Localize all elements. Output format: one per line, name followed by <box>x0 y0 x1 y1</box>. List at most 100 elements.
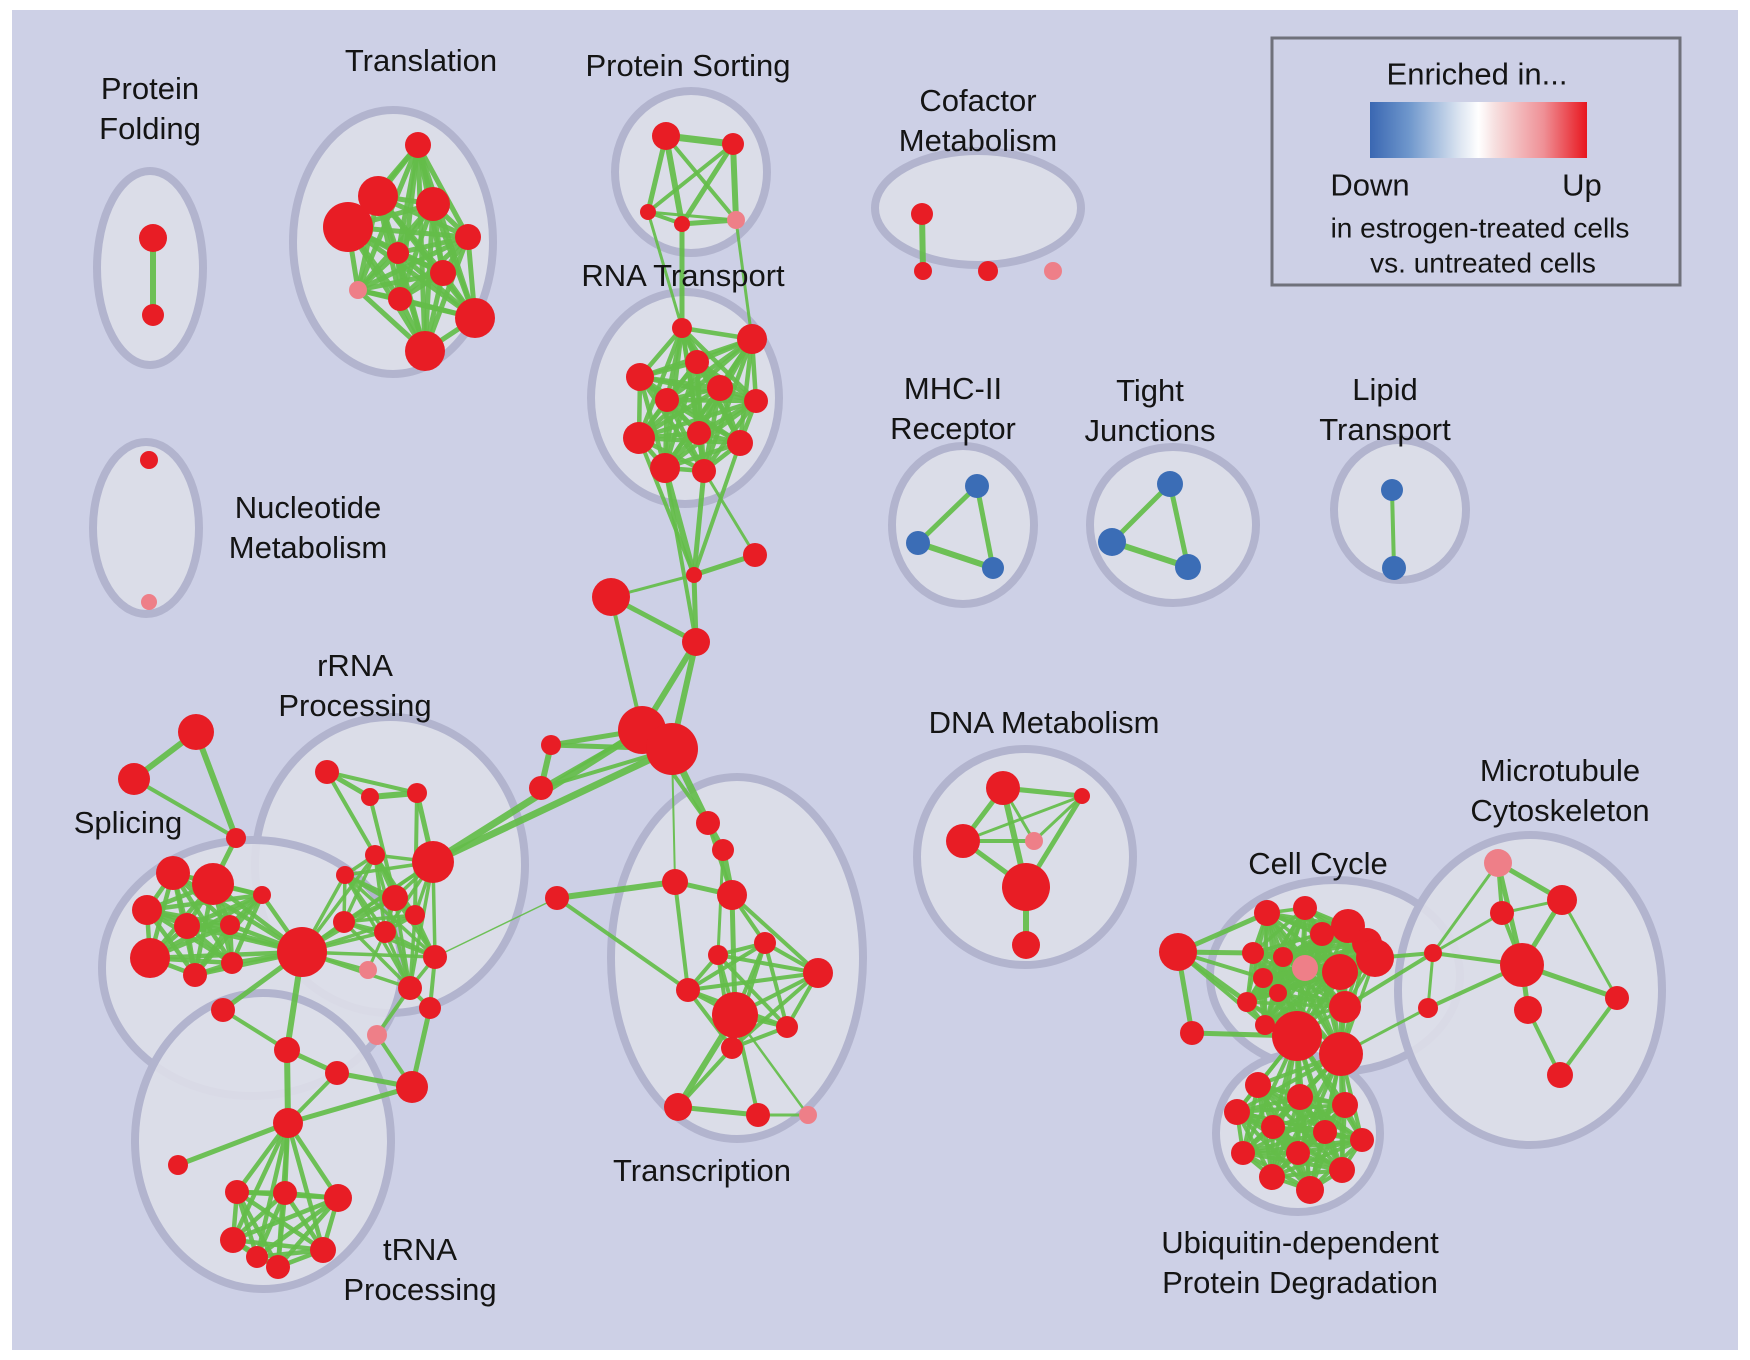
gene-set-node-n1[interactable] <box>140 451 158 469</box>
gene-set-node-q13[interactable] <box>419 997 441 1019</box>
gene-set-node-u3[interactable] <box>324 1184 352 1212</box>
gene-set-node-b5[interactable] <box>1261 1115 1285 1139</box>
gene-set-node-k4[interactable] <box>1310 922 1334 946</box>
gene-set-node-p8[interactable] <box>183 963 207 987</box>
gene-set-node-b7[interactable] <box>1350 1128 1374 1152</box>
gene-set-node-tm4[interactable] <box>676 978 700 1002</box>
gene-set-node-f3[interactable] <box>978 261 998 281</box>
gene-set-node-f2[interactable] <box>914 262 932 280</box>
gene-set-node-b11[interactable] <box>1329 1157 1355 1183</box>
gene-set-node-mt6[interactable] <box>1547 1062 1573 1088</box>
gene-set-node-k7[interactable] <box>1273 947 1293 967</box>
gene-set-node-p6[interactable] <box>253 886 271 904</box>
gene-set-node-t3[interactable] <box>323 202 373 252</box>
gene-set-node-q12[interactable] <box>398 976 422 1000</box>
gene-set-node-u4[interactable] <box>220 1227 246 1253</box>
gene-set-node-k8[interactable] <box>1292 955 1318 981</box>
gene-set-node-tb3[interactable] <box>799 1106 817 1124</box>
gene-set-node-L2[interactable] <box>529 776 553 800</box>
gene-set-node-b1[interactable] <box>1245 1072 1271 1098</box>
gene-set-node-tri2[interactable] <box>118 763 150 795</box>
gene-set-node-b9[interactable] <box>1286 1141 1310 1165</box>
gene-set-node-mtp[interactable] <box>1484 849 1512 877</box>
gene-set-node-n2[interactable] <box>141 594 157 610</box>
gene-set-node-r10[interactable] <box>727 430 753 456</box>
gene-set-node-tx2[interactable] <box>712 839 734 861</box>
gene-set-node-qpk[interactable] <box>359 961 377 979</box>
gene-set-node-s2[interactable] <box>722 133 744 155</box>
gene-set-node-q7[interactable] <box>333 911 355 933</box>
gene-set-node-j2[interactable] <box>743 543 767 567</box>
gene-set-node-r1[interactable] <box>672 318 692 338</box>
gene-set-node-hub2[interactable] <box>646 723 698 775</box>
gene-set-node-j1[interactable] <box>686 567 702 583</box>
gene-set-node-j4[interactable] <box>682 628 710 656</box>
gene-set-node-k6[interactable] <box>1242 942 1264 964</box>
gene-set-node-b10[interactable] <box>1259 1164 1285 1190</box>
gene-set-node-p10[interactable] <box>211 998 235 1022</box>
gene-set-node-tb2[interactable] <box>746 1103 770 1127</box>
gene-set-node-t7[interactable] <box>430 260 456 286</box>
gene-set-node-r6[interactable] <box>655 388 679 412</box>
gene-set-node-l1[interactable] <box>1381 479 1403 501</box>
gene-set-node-q1[interactable] <box>315 760 339 784</box>
gene-set-node-t6[interactable] <box>387 242 409 264</box>
gene-set-node-tm2[interactable] <box>754 932 776 954</box>
gene-set-node-r7[interactable] <box>744 389 768 413</box>
gene-set-node-p3[interactable] <box>132 895 162 925</box>
gene-set-node-b2[interactable] <box>1287 1084 1313 1110</box>
gene-set-node-u2[interactable] <box>273 1181 297 1205</box>
gene-set-node-c4[interactable] <box>273 1108 303 1138</box>
gene-set-node-t9[interactable] <box>388 287 412 311</box>
gene-set-node-q4[interactable] <box>365 845 385 865</box>
gene-set-node-p5[interactable] <box>220 915 240 935</box>
gene-set-node-d4[interactable] <box>1025 832 1043 850</box>
gene-set-node-ccL2[interactable] <box>1180 1021 1204 1045</box>
gene-set-node-k13[interactable] <box>1237 992 1257 1012</box>
gene-set-node-c3[interactable] <box>396 1071 428 1103</box>
gene-set-node-s5[interactable] <box>727 211 745 229</box>
gene-set-node-tx4[interactable] <box>717 880 747 910</box>
gene-set-node-q2[interactable] <box>361 788 379 806</box>
gene-set-node-b8[interactable] <box>1231 1141 1255 1165</box>
gene-set-node-p4[interactable] <box>174 913 200 939</box>
gene-set-node-tri3[interactable] <box>226 828 246 848</box>
gene-set-node-k1[interactable] <box>1254 900 1280 926</box>
gene-set-node-k10[interactable] <box>1322 954 1358 990</box>
gene-set-node-q3[interactable] <box>407 783 427 803</box>
gene-set-node-t4[interactable] <box>416 187 450 221</box>
gene-set-node-r5[interactable] <box>707 375 733 401</box>
gene-set-node-p1[interactable] <box>156 856 190 890</box>
gene-set-node-q6[interactable] <box>382 885 408 911</box>
gene-set-node-u5[interactable] <box>246 1246 268 1268</box>
gene-set-node-t10[interactable] <box>455 298 495 338</box>
gene-set-node-k2[interactable] <box>1293 896 1317 920</box>
gene-set-node-r4[interactable] <box>626 363 654 391</box>
gene-set-node-r9[interactable] <box>687 421 711 445</box>
gene-set-node-t8[interactable] <box>349 281 367 299</box>
gene-set-node-d5[interactable] <box>1002 863 1050 911</box>
gene-set-node-m3[interactable] <box>982 557 1004 579</box>
gene-set-node-SPhub[interactable] <box>277 927 327 977</box>
gene-set-node-c5[interactable] <box>168 1155 188 1175</box>
gene-set-node-rbig[interactable] <box>412 841 454 883</box>
gene-set-node-mtj[interactable] <box>1424 944 1442 962</box>
gene-set-node-tri1[interactable] <box>178 714 214 750</box>
gene-set-node-f1[interactable] <box>911 203 933 225</box>
gene-set-node-tx1[interactable] <box>696 811 720 835</box>
gene-set-node-l2[interactable] <box>1382 556 1406 580</box>
gene-set-node-p7[interactable] <box>130 938 170 978</box>
gene-set-node-d1[interactable] <box>986 771 1020 805</box>
gene-set-node-q9[interactable] <box>374 921 396 943</box>
gene-set-node-q11[interactable] <box>423 945 447 969</box>
gene-set-node-r8[interactable] <box>623 422 655 454</box>
gene-set-node-L3[interactable] <box>545 886 569 910</box>
gene-set-node-r12[interactable] <box>692 459 716 483</box>
gene-set-node-r2[interactable] <box>737 324 767 354</box>
gene-set-node-tb1[interactable] <box>664 1093 692 1121</box>
gene-set-node-u7[interactable] <box>266 1255 290 1279</box>
gene-set-node-tx3[interactable] <box>662 869 688 895</box>
gene-set-node-c1[interactable] <box>274 1037 300 1063</box>
gene-set-node-p2[interactable] <box>192 863 234 905</box>
gene-set-node-t11[interactable] <box>405 331 445 371</box>
